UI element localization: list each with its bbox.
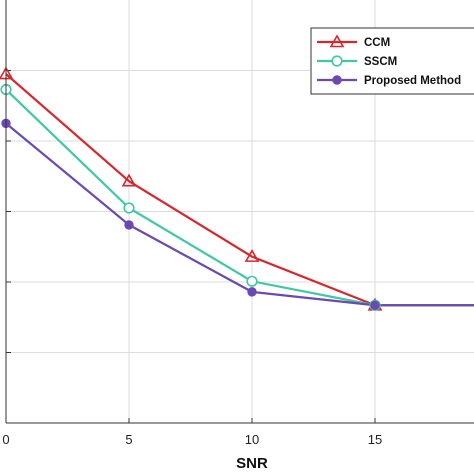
data-point-1-1 — [123, 202, 135, 214]
legend-label-0: CCM — [364, 37, 390, 49]
legend-marker-0 — [329, 34, 345, 48]
data-point-0-1 — [121, 173, 137, 187]
legend: CCM SSCM Proposed Method — [310, 27, 474, 95]
x-tick-labels: 0 5 10 15 — [2, 432, 382, 447]
legend-label-2: Proposed Method — [364, 75, 461, 87]
legend-marker-1 — [331, 55, 343, 67]
x-tick-label-2: 10 — [245, 432, 259, 447]
data-point-0-2 — [244, 249, 260, 262]
x-tick-label-0: 0 — [2, 432, 9, 447]
x-tick-label-3: 15 — [368, 432, 382, 447]
data-point-2-2 — [247, 287, 257, 297]
legend-marker-2 — [332, 75, 342, 85]
series-markers — [0, 66, 383, 311]
x-tick-label-1: 5 — [125, 432, 132, 447]
data-point-2-3 — [370, 300, 380, 310]
legend-label-1: SSCM — [364, 56, 397, 68]
data-point-1-2 — [246, 275, 258, 287]
data-point-2-1 — [124, 220, 134, 230]
x-axis-label: SNR — [236, 455, 268, 472]
